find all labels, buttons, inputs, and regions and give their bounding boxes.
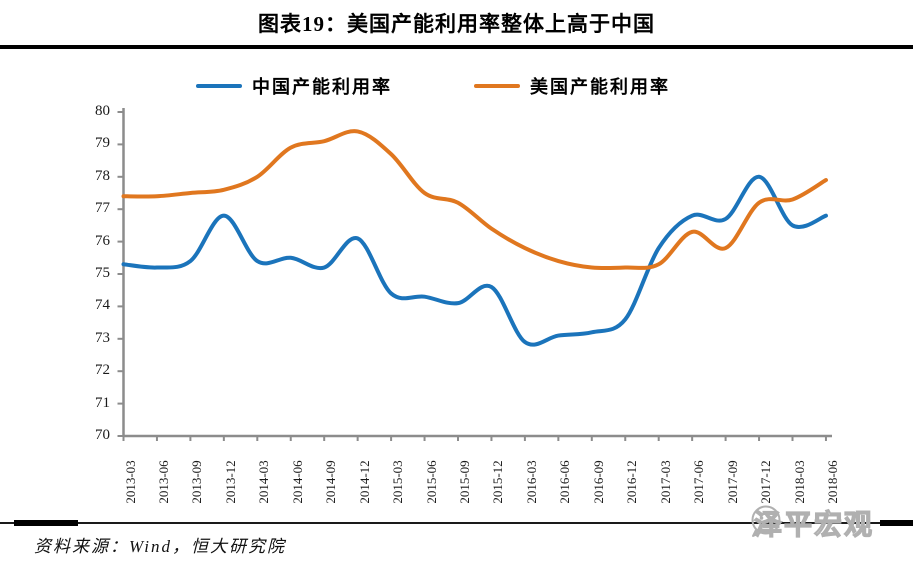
us-series-line [121,129,828,271]
y-axis-tick-label: 71 [95,394,110,411]
x-axis-tick-label: 2016-06 [557,460,573,504]
x-axis-tick-label: 2014-12 [356,460,372,504]
legend-item-china: 中国产能利用率 [196,74,392,98]
china-series-line [121,174,828,347]
x-axis-tick-label: 2015-12 [490,460,506,504]
footer-divider-left-accent [14,520,78,526]
x-axis-tick-label: 2017-09 [724,460,740,504]
x-axis-tick-label: 2018-03 [791,460,807,504]
x-axis-tick-label: 2013-09 [189,460,205,504]
legend-label-china: 中国产能利用率 [252,77,392,97]
zeping-logo-icon [751,505,781,537]
footer-divider [0,522,913,524]
us-line-swatch [474,84,520,88]
x-axis-tick-label: 2017-12 [758,460,774,504]
legend-label-us: 美国产能利用率 [530,77,670,97]
x-axis-tick-label: 2016-12 [624,460,640,504]
x-axis-tick-label: 2015-06 [423,460,439,504]
y-axis-tick-label: 79 [95,135,110,152]
y-axis-tick-label: 74 [95,297,110,314]
x-axis-tick-label: 2017-06 [691,460,707,504]
x-axis-tick-label: 2015-09 [457,460,472,504]
x-axis-tick-label: 2013-03 [122,460,138,504]
y-axis-tick-label: 77 [95,200,110,217]
y-axis-tick-label: 72 [95,362,110,379]
x-axis-tick-label: 2015-03 [390,460,406,504]
x-axis-tick-label: 2014-06 [289,460,305,504]
legend: 中国产能利用率 美国产能利用率 [0,74,913,98]
watermark-text: 泽平宏观 [753,509,875,541]
x-axis-tick-label: 2017-03 [657,460,673,504]
y-axis-tick-label: 75 [95,265,110,281]
x-axis-tick-label: 2013-12 [222,460,238,504]
y-axis-tick-label: 80 [95,103,110,119]
x-axis-tick-label: 2016-03 [523,460,539,504]
y-axis-tick-label: 70 [95,427,110,443]
y-axis-tick-label: 78 [95,167,110,184]
china-line-swatch [196,84,242,88]
x-axis-tick-label: 2018-06 [824,460,840,504]
chart-title: 图表19：美国产能利用率整体上高于中国 [258,12,655,36]
x-axis-tick-label: 2013-06 [155,460,171,504]
x-axis-tick-label: 2016-09 [590,460,606,504]
legend-item-us: 美国产能利用率 [474,74,670,98]
title-divider [0,45,913,49]
source-note: 资料来源：Wind，恒大研究院 [34,537,286,556]
y-axis-tick-label: 73 [95,329,110,346]
y-axis-tick-label: 76 [95,232,110,249]
x-axis-tick-label: 2014-03 [256,460,272,504]
footer-divider-right-accent [880,520,913,526]
watermark: 泽平宏观 [748,503,874,543]
x-axis-tick-label: 2014-09 [323,460,339,504]
